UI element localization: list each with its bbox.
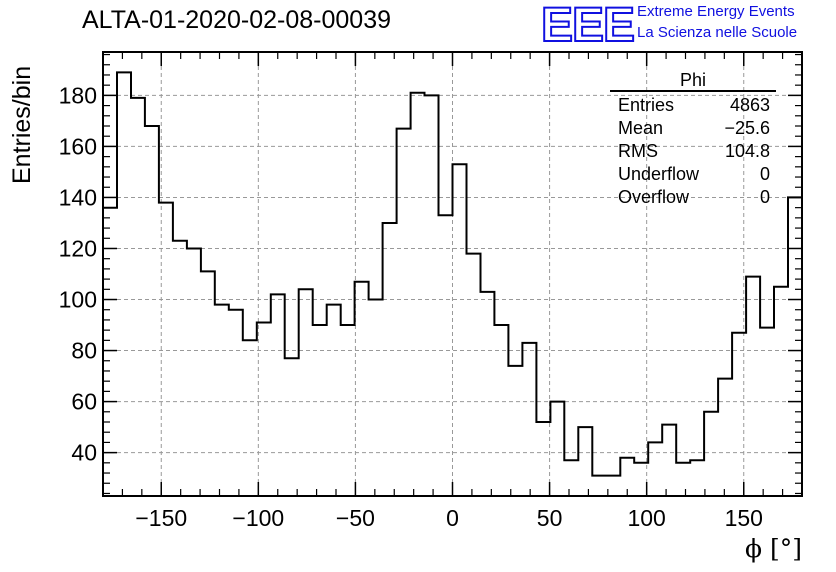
tick-labels: −150 −100 −50 0 50 100 150 40 60 80 100 120 140 160 18… — [59, 82, 763, 531]
y-tick-label: 100 — [59, 287, 97, 313]
y-tick-label: 160 — [59, 133, 97, 159]
stats-value: 4863 — [729, 95, 770, 115]
x-tick-label: −150 — [135, 505, 187, 531]
x-tick-label: −50 — [336, 505, 375, 531]
y-tick-label: 180 — [59, 82, 97, 108]
y-axis-label: Entries/bin — [8, 65, 36, 184]
logo-line-2: La Scienza nelle Scuole — [637, 24, 798, 41]
eee-logo: EEE — [540, 0, 636, 53]
stats-label: Mean — [618, 118, 664, 138]
y-tick-label: 140 — [59, 184, 97, 210]
x-tick-label: 0 — [446, 505, 459, 531]
stats-title: Phi — [610, 70, 776, 92]
histogram-series — [103, 71, 802, 477]
chart-title: ALTA-01-2020-02-08-00039 — [82, 6, 391, 34]
stats-row: Entries 4863 — [610, 94, 776, 117]
logo-line-1: Extreme Energy Events — [637, 3, 795, 20]
stats-row: RMS 104.8 — [610, 140, 776, 163]
x-tick-label: 50 — [537, 505, 563, 531]
stats-value: 0 — [759, 164, 770, 184]
stats-row: Mean −25.6 — [610, 117, 776, 140]
y-tick-label: 60 — [71, 389, 97, 415]
y-tick-label: 40 — [71, 440, 97, 466]
stats-row: Overflow 0 — [610, 186, 776, 209]
x-tick-label: 100 — [627, 505, 665, 531]
stats-box: Phi Entries 4863 Mean −25.6 RMS 104.8 Under… — [610, 70, 776, 209]
stats-label: RMS — [618, 141, 658, 161]
y-tick-label: 120 — [59, 235, 97, 261]
x-tick-label: −100 — [232, 505, 284, 531]
grid-lines — [103, 52, 802, 496]
stats-label: Overflow — [618, 187, 690, 207]
x-axis-label: ϕ [°] — [745, 534, 802, 563]
axis-ticks — [102, 52, 803, 496]
stats-value: −25.6 — [724, 118, 770, 138]
x-tick-label: 150 — [725, 505, 763, 531]
stats-value: 0 — [759, 187, 770, 207]
stats-label: Underflow — [618, 164, 700, 184]
y-tick-label: 80 — [71, 338, 97, 364]
stats-row: Underflow 0 — [610, 163, 776, 186]
stats-value: 104.8 — [724, 141, 770, 161]
stats-label: Entries — [618, 95, 675, 115]
